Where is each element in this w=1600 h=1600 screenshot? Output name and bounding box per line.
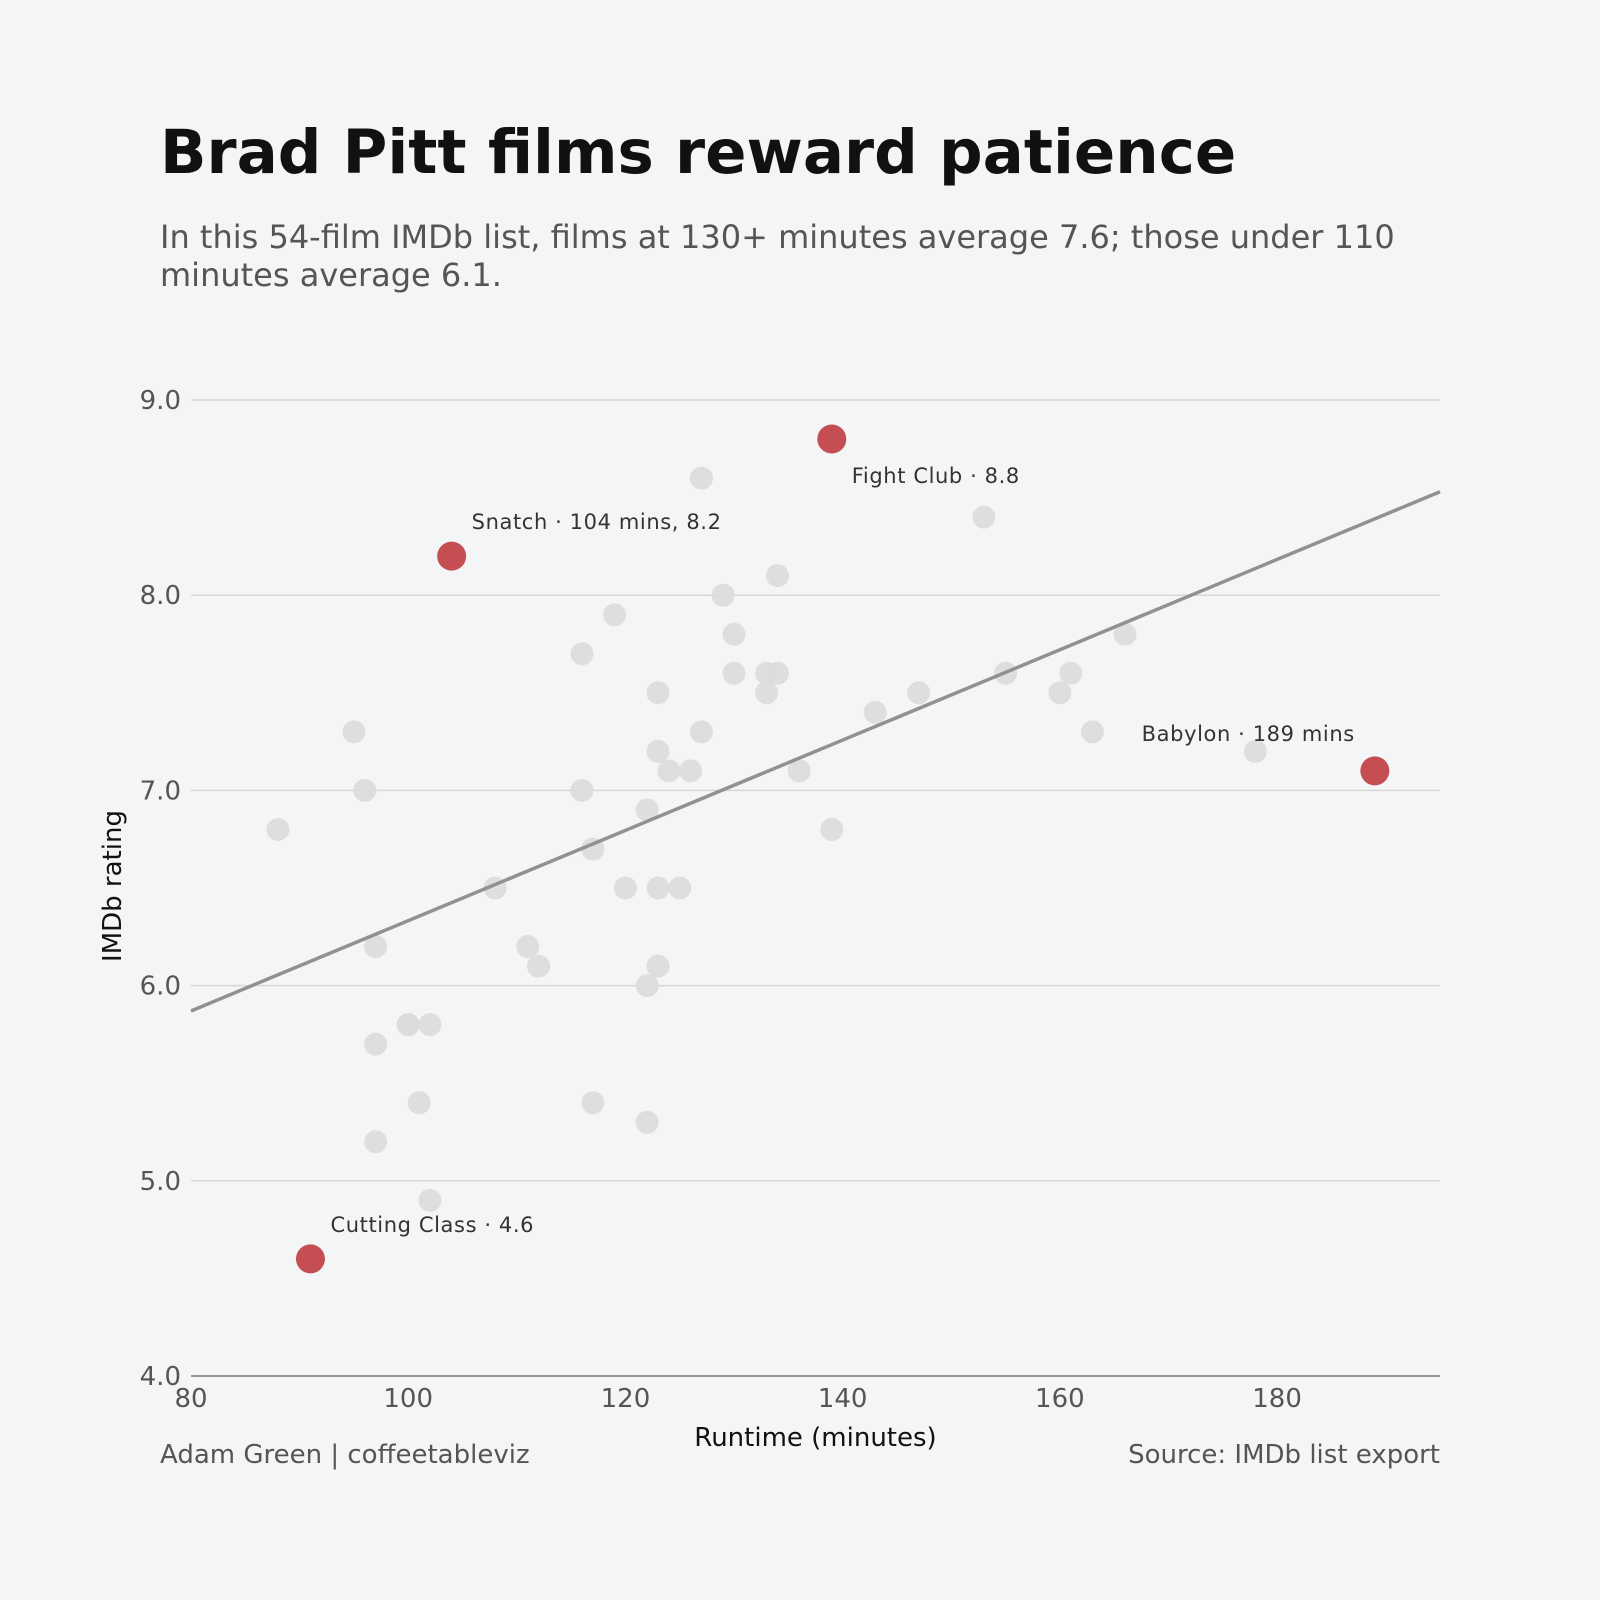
scatter-point — [353, 778, 377, 802]
scatter-point — [1048, 681, 1072, 705]
y-tick-label: 8.0 — [140, 581, 181, 611]
scatter-point — [646, 739, 670, 763]
x-tick-label: 100 — [383, 1384, 433, 1414]
scatter-point — [1243, 739, 1267, 763]
scatter-point — [364, 1130, 388, 1154]
scatter-point — [1080, 720, 1104, 744]
scatter-point — [516, 935, 540, 959]
y-tick-label: 5.0 — [140, 1167, 181, 1197]
highlight-point — [1360, 756, 1390, 786]
scatter-point — [613, 876, 637, 900]
scatter-point — [635, 974, 659, 998]
source-text: Source: IMDb list export — [1128, 1440, 1440, 1470]
scatter-point — [418, 1188, 442, 1212]
highlight-label: Snatch · 104 mins, 8.2 — [472, 510, 722, 534]
y-tick-label: 4.0 — [140, 1362, 181, 1392]
highlight-point — [437, 541, 467, 571]
scatter-point — [863, 700, 887, 724]
highlight-label: Cutting Class · 4.6 — [330, 1213, 534, 1237]
scatter-point — [765, 661, 789, 685]
highlight-point — [817, 424, 847, 454]
credit-text: Adam Green | coffeetableviz — [160, 1440, 530, 1470]
chart-subtitle: In this 54-film IMDb list, films at 130+… — [160, 218, 1395, 294]
scatter-point — [418, 1013, 442, 1037]
highlighted-points — [295, 424, 1390, 1274]
trend-line — [190, 490, 1441, 1013]
scatter-point — [972, 505, 996, 529]
scatter-point — [364, 1032, 388, 1056]
x-tick-label: 160 — [1035, 1384, 1085, 1414]
x-tick-label: 120 — [601, 1384, 651, 1414]
scatter-point — [635, 798, 659, 822]
x-tick-label: 80 — [174, 1384, 207, 1414]
scatter-point — [342, 720, 366, 744]
annotations: Fight Club · 8.8 Snatch · 104 mins, 8.2 Ba… — [330, 464, 1354, 1237]
scatter-point — [907, 681, 931, 705]
axes: 4.0 5.0 6.0 7.0 8.0 9.0 80 100 120 140 160 180 Runti… — [98, 386, 1440, 1453]
scatter-point — [646, 954, 670, 978]
y-tick-label: 7.0 — [140, 776, 181, 806]
scatter-point — [765, 564, 789, 588]
scatter-point — [646, 876, 670, 900]
scatter-point — [266, 817, 290, 841]
scatter-point — [657, 759, 681, 783]
scatter-point — [364, 935, 388, 959]
scatter-point — [603, 603, 627, 627]
scatter-point — [570, 778, 594, 802]
gridlines — [191, 399, 1440, 1182]
scatter-point — [646, 681, 670, 705]
scatter-point — [679, 759, 703, 783]
data-points — [266, 466, 1267, 1212]
chart-title: Brad Pitt films reward patience — [160, 117, 1237, 188]
trend-line-group — [190, 490, 1441, 1013]
highlight-label: Fight Club · 8.8 — [852, 464, 1020, 488]
scatter-point — [570, 642, 594, 666]
scatter-point — [722, 622, 746, 646]
scatter-point — [635, 1110, 659, 1134]
scatter-point — [407, 1091, 431, 1115]
scatter-point — [581, 1091, 605, 1115]
y-tick-label: 9.0 — [140, 386, 181, 416]
y-axis-title: IMDb rating — [98, 810, 128, 962]
scatter-point — [711, 583, 735, 607]
scatter-point — [787, 759, 811, 783]
scatter-point — [689, 466, 713, 490]
scatter-point — [527, 954, 551, 978]
x-tick-label: 140 — [818, 1384, 868, 1414]
x-tick-label: 180 — [1252, 1384, 1302, 1414]
scatter-point — [396, 1013, 420, 1037]
scatter-point — [689, 720, 713, 744]
y-tick-label: 6.0 — [140, 972, 181, 1002]
scatter-point — [722, 661, 746, 685]
scatter-point — [668, 876, 692, 900]
highlight-point — [295, 1244, 325, 1274]
scatter-point — [755, 681, 779, 705]
scatter-point — [1113, 622, 1137, 646]
highlight-label: Babylon · 189 mins — [1142, 722, 1355, 746]
scatter-point — [1059, 661, 1083, 685]
x-axis-title: Runtime (minutes) — [694, 1423, 936, 1453]
scatter-point — [820, 817, 844, 841]
